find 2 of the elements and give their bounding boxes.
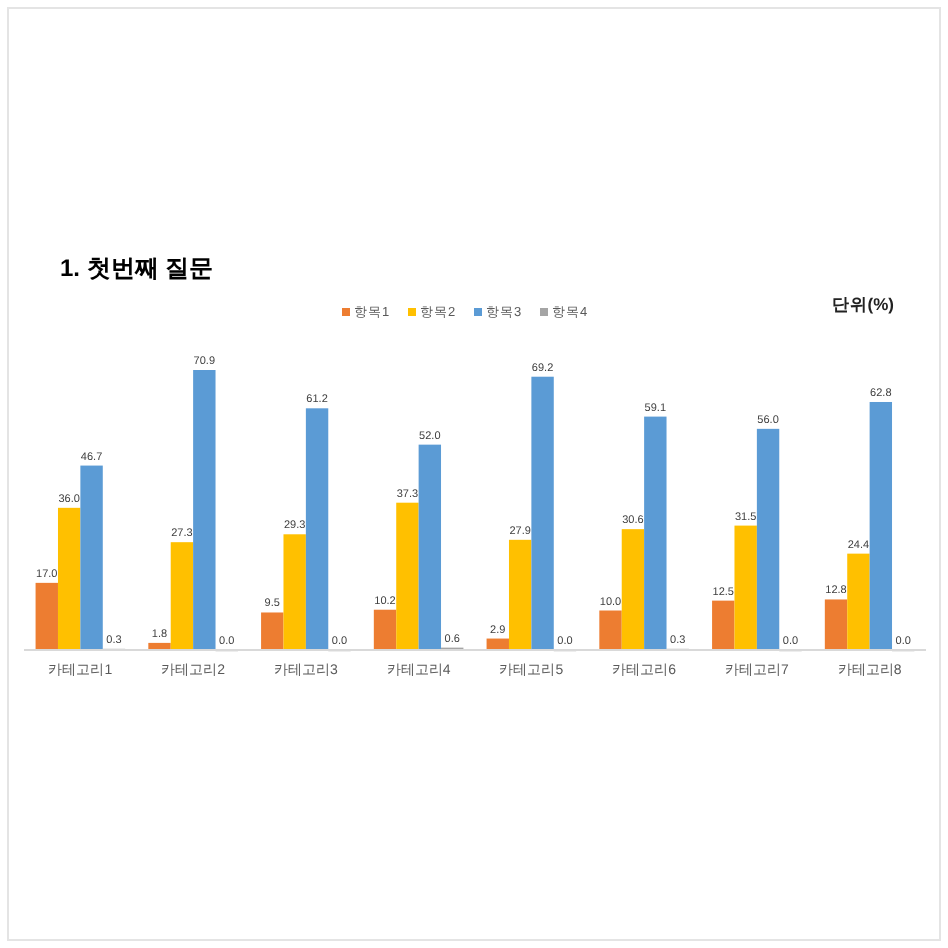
- chart-title: 1. 첫번째 질문: [60, 254, 214, 282]
- text: 단위(%): [831, 294, 895, 314]
